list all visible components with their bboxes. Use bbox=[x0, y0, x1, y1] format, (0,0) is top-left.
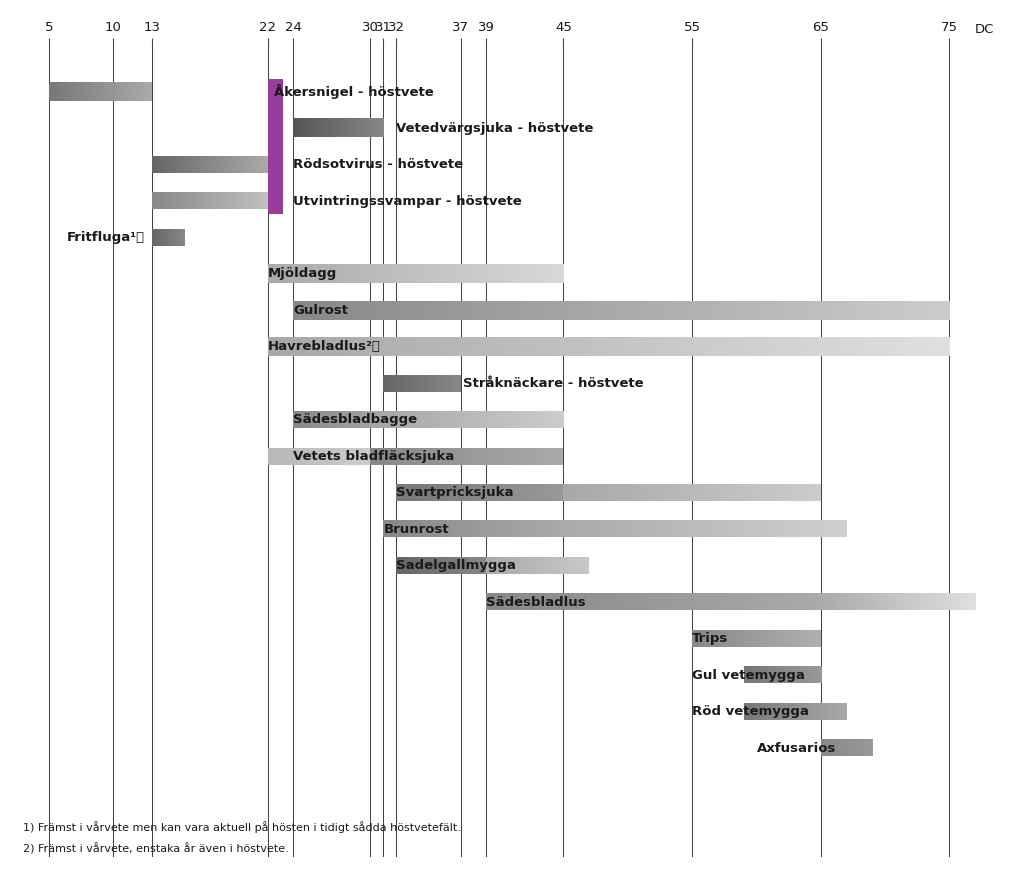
Text: Brunrost: Brunrost bbox=[383, 522, 449, 536]
Text: Vetedvärgsjuka - höstvete: Vetedvärgsjuka - höstvete bbox=[396, 122, 594, 134]
Text: Vetets bladfläcksjuka: Vetets bladfläcksjuka bbox=[293, 450, 455, 463]
Text: Trips: Trips bbox=[692, 632, 728, 645]
Text: Axfusarios: Axfusarios bbox=[757, 742, 836, 755]
Text: Utvintringssvampar - höstvete: Utvintringssvampar - höstvete bbox=[293, 194, 522, 208]
Text: Havrebladlus²⧯: Havrebladlus²⧯ bbox=[267, 340, 381, 354]
Text: Röd vetemygga: Röd vetemygga bbox=[692, 705, 809, 718]
Text: 2) Främst i vårvete, enstaka år även i höstvete.: 2) Främst i vårvete, enstaka år även i h… bbox=[24, 842, 289, 854]
Text: Gul vetemygga: Gul vetemygga bbox=[692, 668, 805, 682]
Text: Stråknäckare - höstvete: Stråknäckare - höstvete bbox=[463, 377, 644, 390]
Text: Rödsotvirus - höstvete: Rödsotvirus - höstvete bbox=[293, 158, 464, 171]
Text: Fritfluga¹⧯: Fritfluga¹⧯ bbox=[68, 231, 145, 244]
Text: Sädesbladbagge: Sädesbladbagge bbox=[293, 414, 418, 426]
Text: Mjöldagg: Mjöldagg bbox=[267, 268, 337, 280]
Text: Svartpricksjuka: Svartpricksjuka bbox=[396, 486, 514, 499]
Text: Sädesbladlus: Sädesbladlus bbox=[486, 596, 586, 609]
Bar bbox=[267, 79, 283, 214]
Text: Gulrost: Gulrost bbox=[293, 304, 348, 317]
Text: DC: DC bbox=[975, 23, 994, 36]
Text: 1) Främst i vårvete men kan vara aktuell på hösten i tidigt sådda höstvetefält.: 1) Främst i vårvete men kan vara aktuell… bbox=[24, 821, 461, 833]
Text: Åkersnigel - höstvete: Åkersnigel - höstvete bbox=[274, 84, 434, 99]
Text: Sadelgallmygga: Sadelgallmygga bbox=[396, 560, 516, 572]
Text: Vinter: Vinter bbox=[268, 125, 282, 168]
